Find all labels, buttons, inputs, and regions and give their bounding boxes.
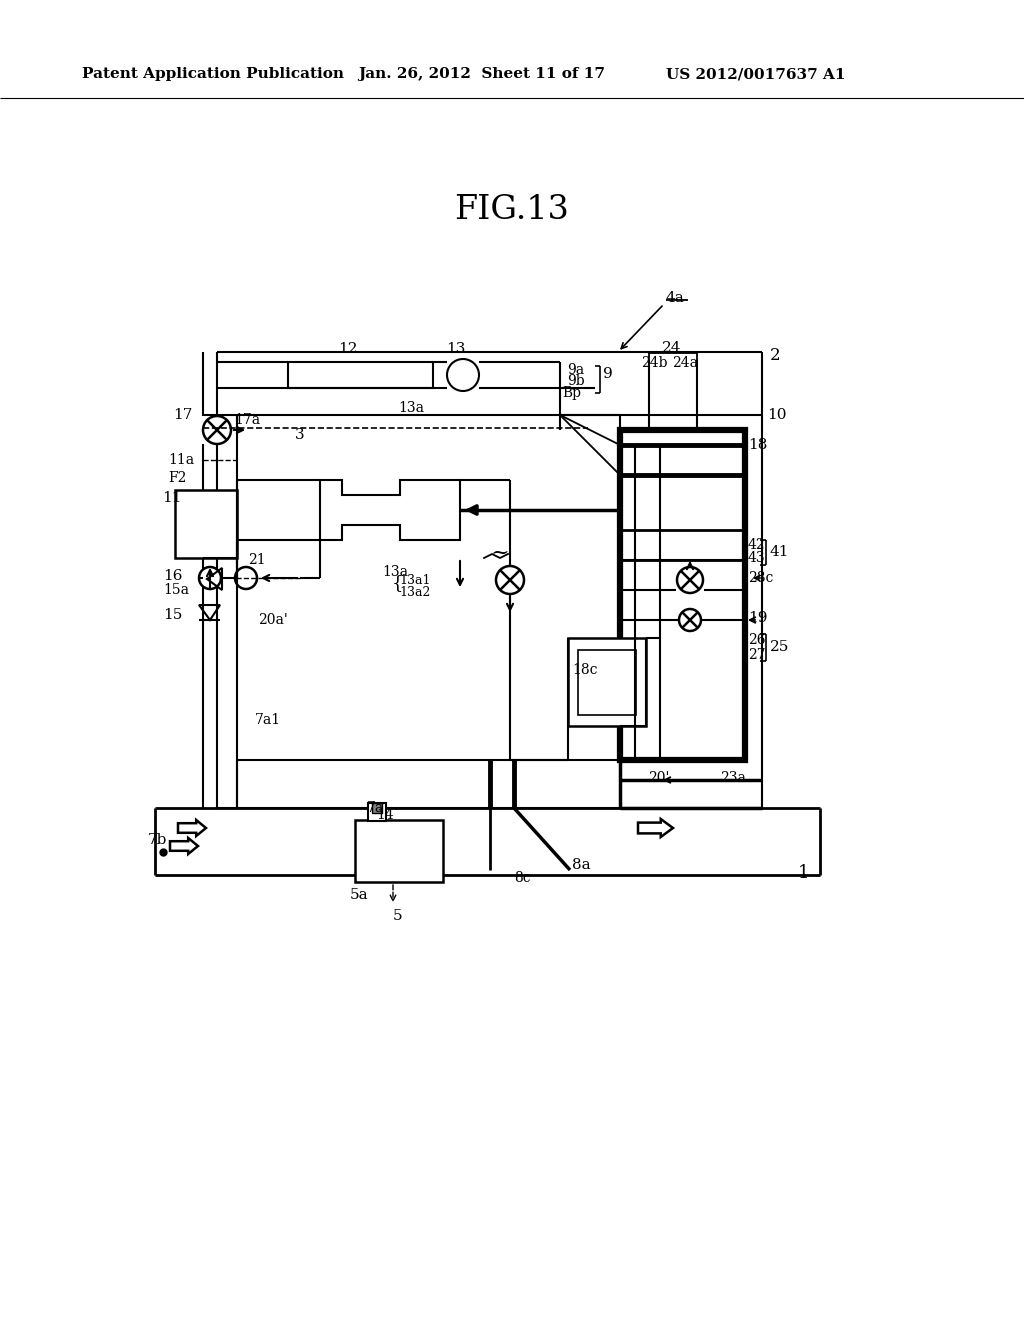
Text: 14: 14: [376, 808, 394, 822]
Bar: [372, 803, 382, 813]
Circle shape: [496, 566, 524, 594]
Text: 3: 3: [295, 428, 304, 442]
Text: 24: 24: [663, 341, 682, 355]
Text: {: {: [392, 574, 403, 591]
Text: 9a: 9a: [567, 363, 584, 378]
Text: F2: F2: [168, 471, 186, 484]
Text: 5a: 5a: [350, 888, 369, 902]
Text: 18: 18: [748, 438, 767, 451]
Text: 23a: 23a: [720, 771, 745, 785]
Text: 41: 41: [770, 545, 790, 558]
Text: ~: ~: [490, 543, 509, 564]
Text: 24b: 24b: [641, 356, 668, 370]
Text: 15: 15: [163, 609, 182, 622]
Bar: [355, 820, 443, 882]
Bar: [368, 803, 386, 821]
Text: FIG.13: FIG.13: [455, 194, 569, 226]
Circle shape: [677, 568, 703, 593]
Text: 42: 42: [748, 539, 766, 552]
Text: 27: 27: [748, 648, 766, 663]
Text: 15a: 15a: [163, 583, 189, 597]
Bar: [288, 362, 433, 388]
Text: 9b: 9b: [567, 374, 585, 388]
Text: 11a: 11a: [168, 453, 195, 467]
Text: 26: 26: [748, 634, 766, 647]
Text: 19: 19: [748, 611, 768, 624]
Text: 21: 21: [248, 553, 265, 568]
Text: 24a: 24a: [672, 356, 698, 370]
Circle shape: [199, 568, 221, 589]
Text: 43: 43: [748, 550, 766, 565]
Text: 5: 5: [393, 909, 402, 923]
Text: Jan. 26, 2012  Sheet 11 of 17: Jan. 26, 2012 Sheet 11 of 17: [358, 67, 605, 81]
Text: 25: 25: [770, 640, 790, 653]
Text: 13a2: 13a2: [399, 586, 430, 598]
Circle shape: [203, 416, 231, 444]
Circle shape: [447, 359, 479, 391]
Text: 9: 9: [603, 367, 612, 381]
Text: 12: 12: [338, 342, 357, 356]
Text: 4a: 4a: [666, 290, 685, 305]
Text: 13a: 13a: [398, 401, 424, 414]
Text: 20a': 20a': [258, 612, 288, 627]
Text: 13a: 13a: [382, 565, 408, 579]
Text: 18c: 18c: [572, 663, 597, 677]
Text: 28c: 28c: [748, 572, 773, 585]
Text: Patent Application Publication: Patent Application Publication: [82, 67, 344, 81]
Text: 17: 17: [173, 408, 193, 422]
Bar: [620, 430, 745, 760]
Bar: [568, 638, 646, 726]
Text: 16: 16: [163, 569, 182, 583]
Text: US 2012/0017637 A1: US 2012/0017637 A1: [666, 67, 846, 81]
Text: 17a: 17a: [234, 413, 260, 426]
Text: 7a1: 7a1: [255, 713, 282, 727]
Circle shape: [679, 609, 701, 631]
Text: 7a: 7a: [367, 801, 384, 814]
Text: 20': 20': [648, 771, 670, 785]
Circle shape: [234, 568, 257, 589]
Text: 10: 10: [767, 408, 786, 422]
Bar: [175, 490, 237, 558]
Bar: [578, 649, 636, 715]
Text: 7b: 7b: [148, 833, 167, 847]
Text: 11: 11: [162, 491, 181, 506]
Text: 8a: 8a: [572, 858, 591, 873]
Text: 2: 2: [770, 346, 780, 363]
Text: 13: 13: [446, 342, 466, 356]
Text: 1: 1: [798, 865, 810, 882]
Text: Bp: Bp: [562, 385, 581, 400]
Text: 13a1: 13a1: [399, 573, 430, 586]
Text: 8c: 8c: [514, 871, 530, 884]
